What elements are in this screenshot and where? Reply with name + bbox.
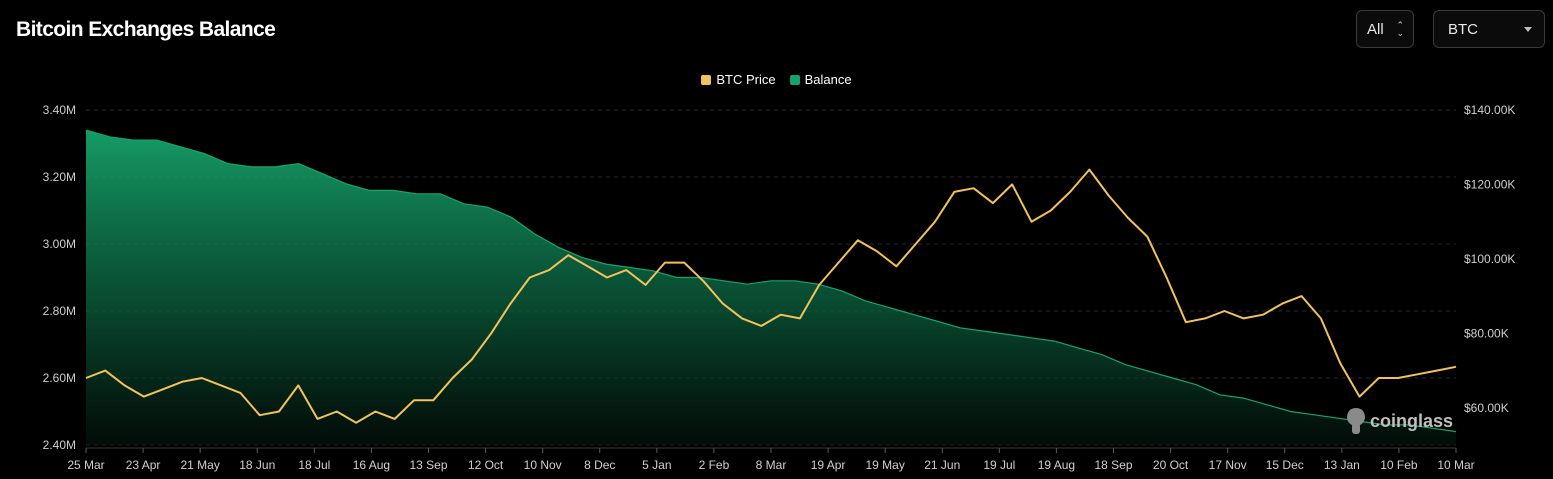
x-tick-label: 10 Nov bbox=[524, 458, 562, 472]
x-tick-label: 19 May bbox=[865, 458, 904, 472]
y-left-tick-label: 2.80M bbox=[43, 304, 76, 318]
coin-select-value: BTC bbox=[1448, 20, 1478, 38]
x-tick-label: 13 Sep bbox=[409, 458, 447, 472]
y-left-tick-label: 2.60M bbox=[43, 371, 76, 385]
x-tick-label: 20 Oct bbox=[1153, 458, 1189, 472]
y-axis-right: $60.00K $80.00K $100.00K $120.00K $140.00K bbox=[1464, 103, 1515, 415]
chart-legend: BTC Price Balance bbox=[0, 72, 1553, 87]
x-tick-label: 18 Jul bbox=[298, 458, 330, 472]
legend-item-balance[interactable]: Balance bbox=[789, 72, 852, 87]
balance-line bbox=[85, 129, 1457, 433]
x-tick-label: 19 Aug bbox=[1038, 458, 1075, 472]
y-right-tick-label: $60.00K bbox=[1464, 401, 1509, 415]
x-tick-label: 19 Jul bbox=[983, 458, 1015, 472]
coin-select[interactable]: BTC bbox=[1433, 10, 1545, 48]
coinglass-logo-icon bbox=[1347, 408, 1365, 434]
price-line-layer bbox=[85, 168, 1457, 424]
watermark-text: coinglass bbox=[1370, 411, 1453, 431]
y-axis-left: 2.40M 2.60M 2.80M 3.00M 3.20M 3.40M bbox=[43, 103, 76, 452]
updown-icon: ⌃ ⌄ bbox=[1396, 20, 1404, 38]
x-tick-label: 15 Dec bbox=[1266, 458, 1304, 472]
legend-item-price[interactable]: BTC Price bbox=[701, 72, 776, 87]
y-left-tick-label: 3.40M bbox=[43, 103, 76, 117]
x-tick-label: 21 Jun bbox=[924, 458, 960, 472]
x-tick-label: 18 Jun bbox=[239, 458, 275, 472]
x-tick-label: 8 Mar bbox=[756, 458, 787, 472]
balance-area-layer bbox=[85, 129, 1457, 445]
y-left-tick-label: 3.20M bbox=[43, 170, 76, 184]
x-tick-label: 19 Apr bbox=[811, 458, 846, 472]
x-axis: 25 Mar 23 Apr 21 May 18 Jun 18 Jul 16 Aug 13 S… bbox=[67, 447, 1475, 472]
x-tick-label: 16 Aug bbox=[353, 458, 390, 472]
x-tick-label: 10 Mar bbox=[1437, 458, 1474, 472]
x-tick-label: 21 May bbox=[180, 458, 219, 472]
y-right-tick-label: $80.00K bbox=[1464, 326, 1509, 340]
y-right-tick-label: $100.00K bbox=[1464, 252, 1515, 266]
range-select-value: All bbox=[1367, 20, 1384, 38]
legend-swatch-balance bbox=[789, 74, 800, 85]
x-tick-label: 12 Oct bbox=[468, 458, 504, 472]
y-left-tick-label: 3.00M bbox=[43, 237, 76, 251]
legend-label-balance: Balance bbox=[804, 72, 852, 87]
y-right-tick-label: $140.00K bbox=[1464, 103, 1515, 117]
x-tick-label: 13 Jan bbox=[1324, 458, 1360, 472]
x-tick-label: 17 Nov bbox=[1209, 458, 1247, 472]
x-tick-label: 8 Dec bbox=[584, 458, 615, 472]
x-tick-label: 5 Jan bbox=[642, 458, 671, 472]
legend-swatch-price bbox=[701, 74, 712, 85]
x-tick-label: 2 Feb bbox=[699, 458, 730, 472]
x-tick-label: 10 Feb bbox=[1380, 458, 1418, 472]
y-left-tick-label: 2.40M bbox=[43, 438, 76, 452]
x-tick-label: 23 Apr bbox=[126, 458, 161, 472]
price-line bbox=[85, 168, 1457, 424]
balance-area bbox=[86, 130, 1456, 445]
page-title: Bitcoin Exchanges Balance bbox=[16, 18, 276, 41]
chevron-down-icon bbox=[1524, 27, 1532, 32]
x-tick-label: 25 Mar bbox=[67, 458, 104, 472]
range-select[interactable]: All ⌃ ⌄ bbox=[1356, 10, 1414, 48]
y-right-tick-label: $120.00K bbox=[1464, 177, 1515, 191]
watermark: coinglass bbox=[1347, 408, 1453, 434]
legend-label-price: BTC Price bbox=[716, 72, 776, 87]
x-tick-label: 18 Sep bbox=[1094, 458, 1132, 472]
